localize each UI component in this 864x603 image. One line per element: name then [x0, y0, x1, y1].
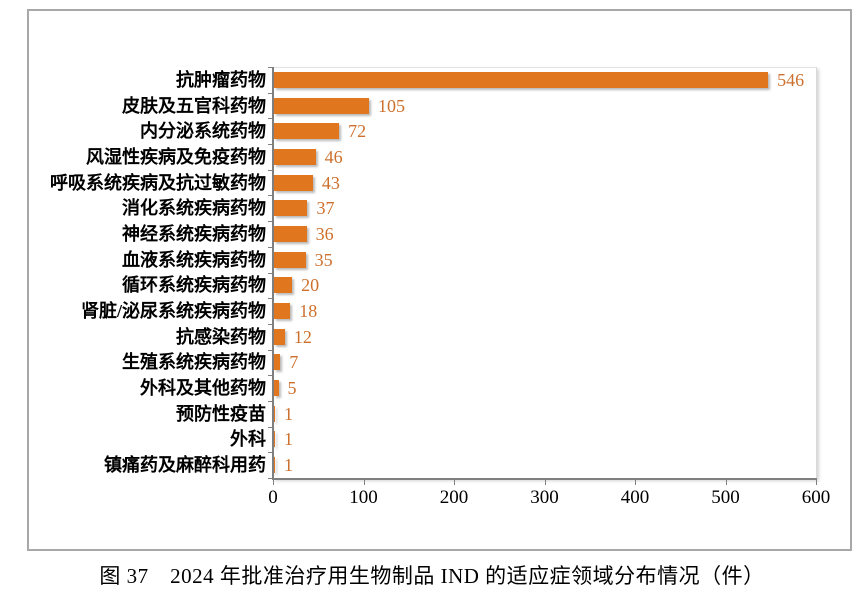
y-axis-tick — [268, 349, 274, 351]
y-axis-tick — [268, 195, 274, 197]
bar — [274, 174, 313, 191]
y-axis-tick — [268, 246, 274, 248]
y-axis-tick — [268, 298, 274, 300]
bar — [274, 225, 307, 242]
x-axis-tick-label: 100 — [349, 487, 378, 508]
value-label: 37 — [316, 198, 335, 219]
y-axis-tick — [268, 452, 274, 454]
category-label: 外科及其他药物 — [140, 378, 266, 399]
bar — [274, 380, 279, 397]
x-axis-tick — [454, 479, 455, 485]
value-label: 5 — [287, 378, 297, 399]
value-label: 12 — [293, 326, 312, 347]
x-axis-tick — [273, 479, 274, 485]
x-axis-tick-label: 300 — [530, 487, 559, 508]
bar — [274, 148, 316, 165]
value-label: 46 — [324, 146, 343, 167]
plot-area — [273, 67, 817, 479]
value-label: 105 — [378, 95, 406, 116]
y-axis-tick — [268, 169, 274, 171]
y-axis-tick — [268, 221, 274, 223]
y-axis-tick — [268, 375, 274, 377]
x-axis-tick — [635, 479, 636, 485]
y-axis-tick — [268, 426, 274, 428]
category-label: 抗肿瘤药物 — [176, 69, 266, 90]
y-axis-tick — [268, 400, 274, 402]
x-axis-tick-label: 200 — [439, 487, 469, 508]
category-label: 内分泌系统药物 — [140, 121, 266, 142]
bar — [274, 354, 281, 371]
category-label: 镇痛药及麻醉科用药 — [104, 455, 266, 476]
category-label: 生殖系统疾病药物 — [122, 352, 266, 373]
category-label: 呼吸系统疾病及抗过敏药物 — [50, 172, 266, 193]
bar — [274, 431, 275, 448]
y-axis-tick — [268, 92, 274, 94]
category-label: 神经系统疾病药物 — [122, 223, 266, 244]
bar — [274, 123, 340, 140]
bar — [274, 251, 306, 268]
x-axis-tick — [544, 479, 546, 485]
x-axis-tick-label: 0 — [268, 487, 278, 508]
value-label: 43 — [321, 172, 340, 193]
category-label: 皮肤及五官科药物 — [122, 95, 266, 116]
x-axis-tick-label: 500 — [711, 487, 740, 508]
category-label: 风湿性疾病及免疫药物 — [86, 146, 266, 167]
category-label: 消化系统疾病药物 — [122, 198, 266, 219]
y-axis-tick — [268, 67, 274, 68]
x-axis-tick — [363, 479, 365, 485]
value-label: 72 — [348, 121, 367, 142]
value-label: 20 — [301, 275, 320, 296]
value-label: 7 — [289, 352, 299, 373]
x-axis-tick-label: 600 — [801, 487, 831, 508]
bar — [274, 457, 275, 474]
category-label: 外科 — [230, 429, 266, 450]
x-axis-tick — [725, 479, 727, 485]
value-label: 1 — [284, 403, 293, 424]
bar — [274, 303, 291, 320]
bar — [274, 97, 370, 114]
bar — [274, 277, 293, 294]
category-label: 预防性疫苗 — [176, 403, 266, 424]
figure-caption: 图 37 2024 年批准治疗用生物制品 IND 的适应症领域分布情况（件） — [99, 564, 765, 588]
value-label: 546 — [777, 69, 805, 90]
category-label: 血液系统疾病药物 — [122, 249, 266, 270]
value-label: 35 — [314, 249, 333, 270]
value-label: 1 — [284, 455, 293, 476]
category-label: 肾脏/泌尿系统疾病药物 — [81, 301, 266, 322]
y-axis-tick — [268, 144, 274, 146]
x-axis-tick — [816, 479, 817, 485]
value-label: 36 — [315, 223, 334, 244]
category-label: 循环系统疾病药物 — [122, 275, 266, 296]
x-axis-tick-label: 400 — [620, 487, 650, 508]
value-label: 18 — [299, 301, 318, 322]
value-label: 1 — [284, 429, 293, 450]
y-axis-tick — [268, 323, 274, 325]
bar — [274, 200, 308, 217]
y-axis-tick — [268, 118, 274, 120]
bar — [274, 328, 285, 345]
y-axis-tick — [268, 478, 274, 479]
y-axis-tick — [268, 272, 274, 274]
category-label: 抗感染药物 — [176, 326, 266, 347]
bar — [274, 405, 275, 422]
bar — [274, 71, 769, 88]
